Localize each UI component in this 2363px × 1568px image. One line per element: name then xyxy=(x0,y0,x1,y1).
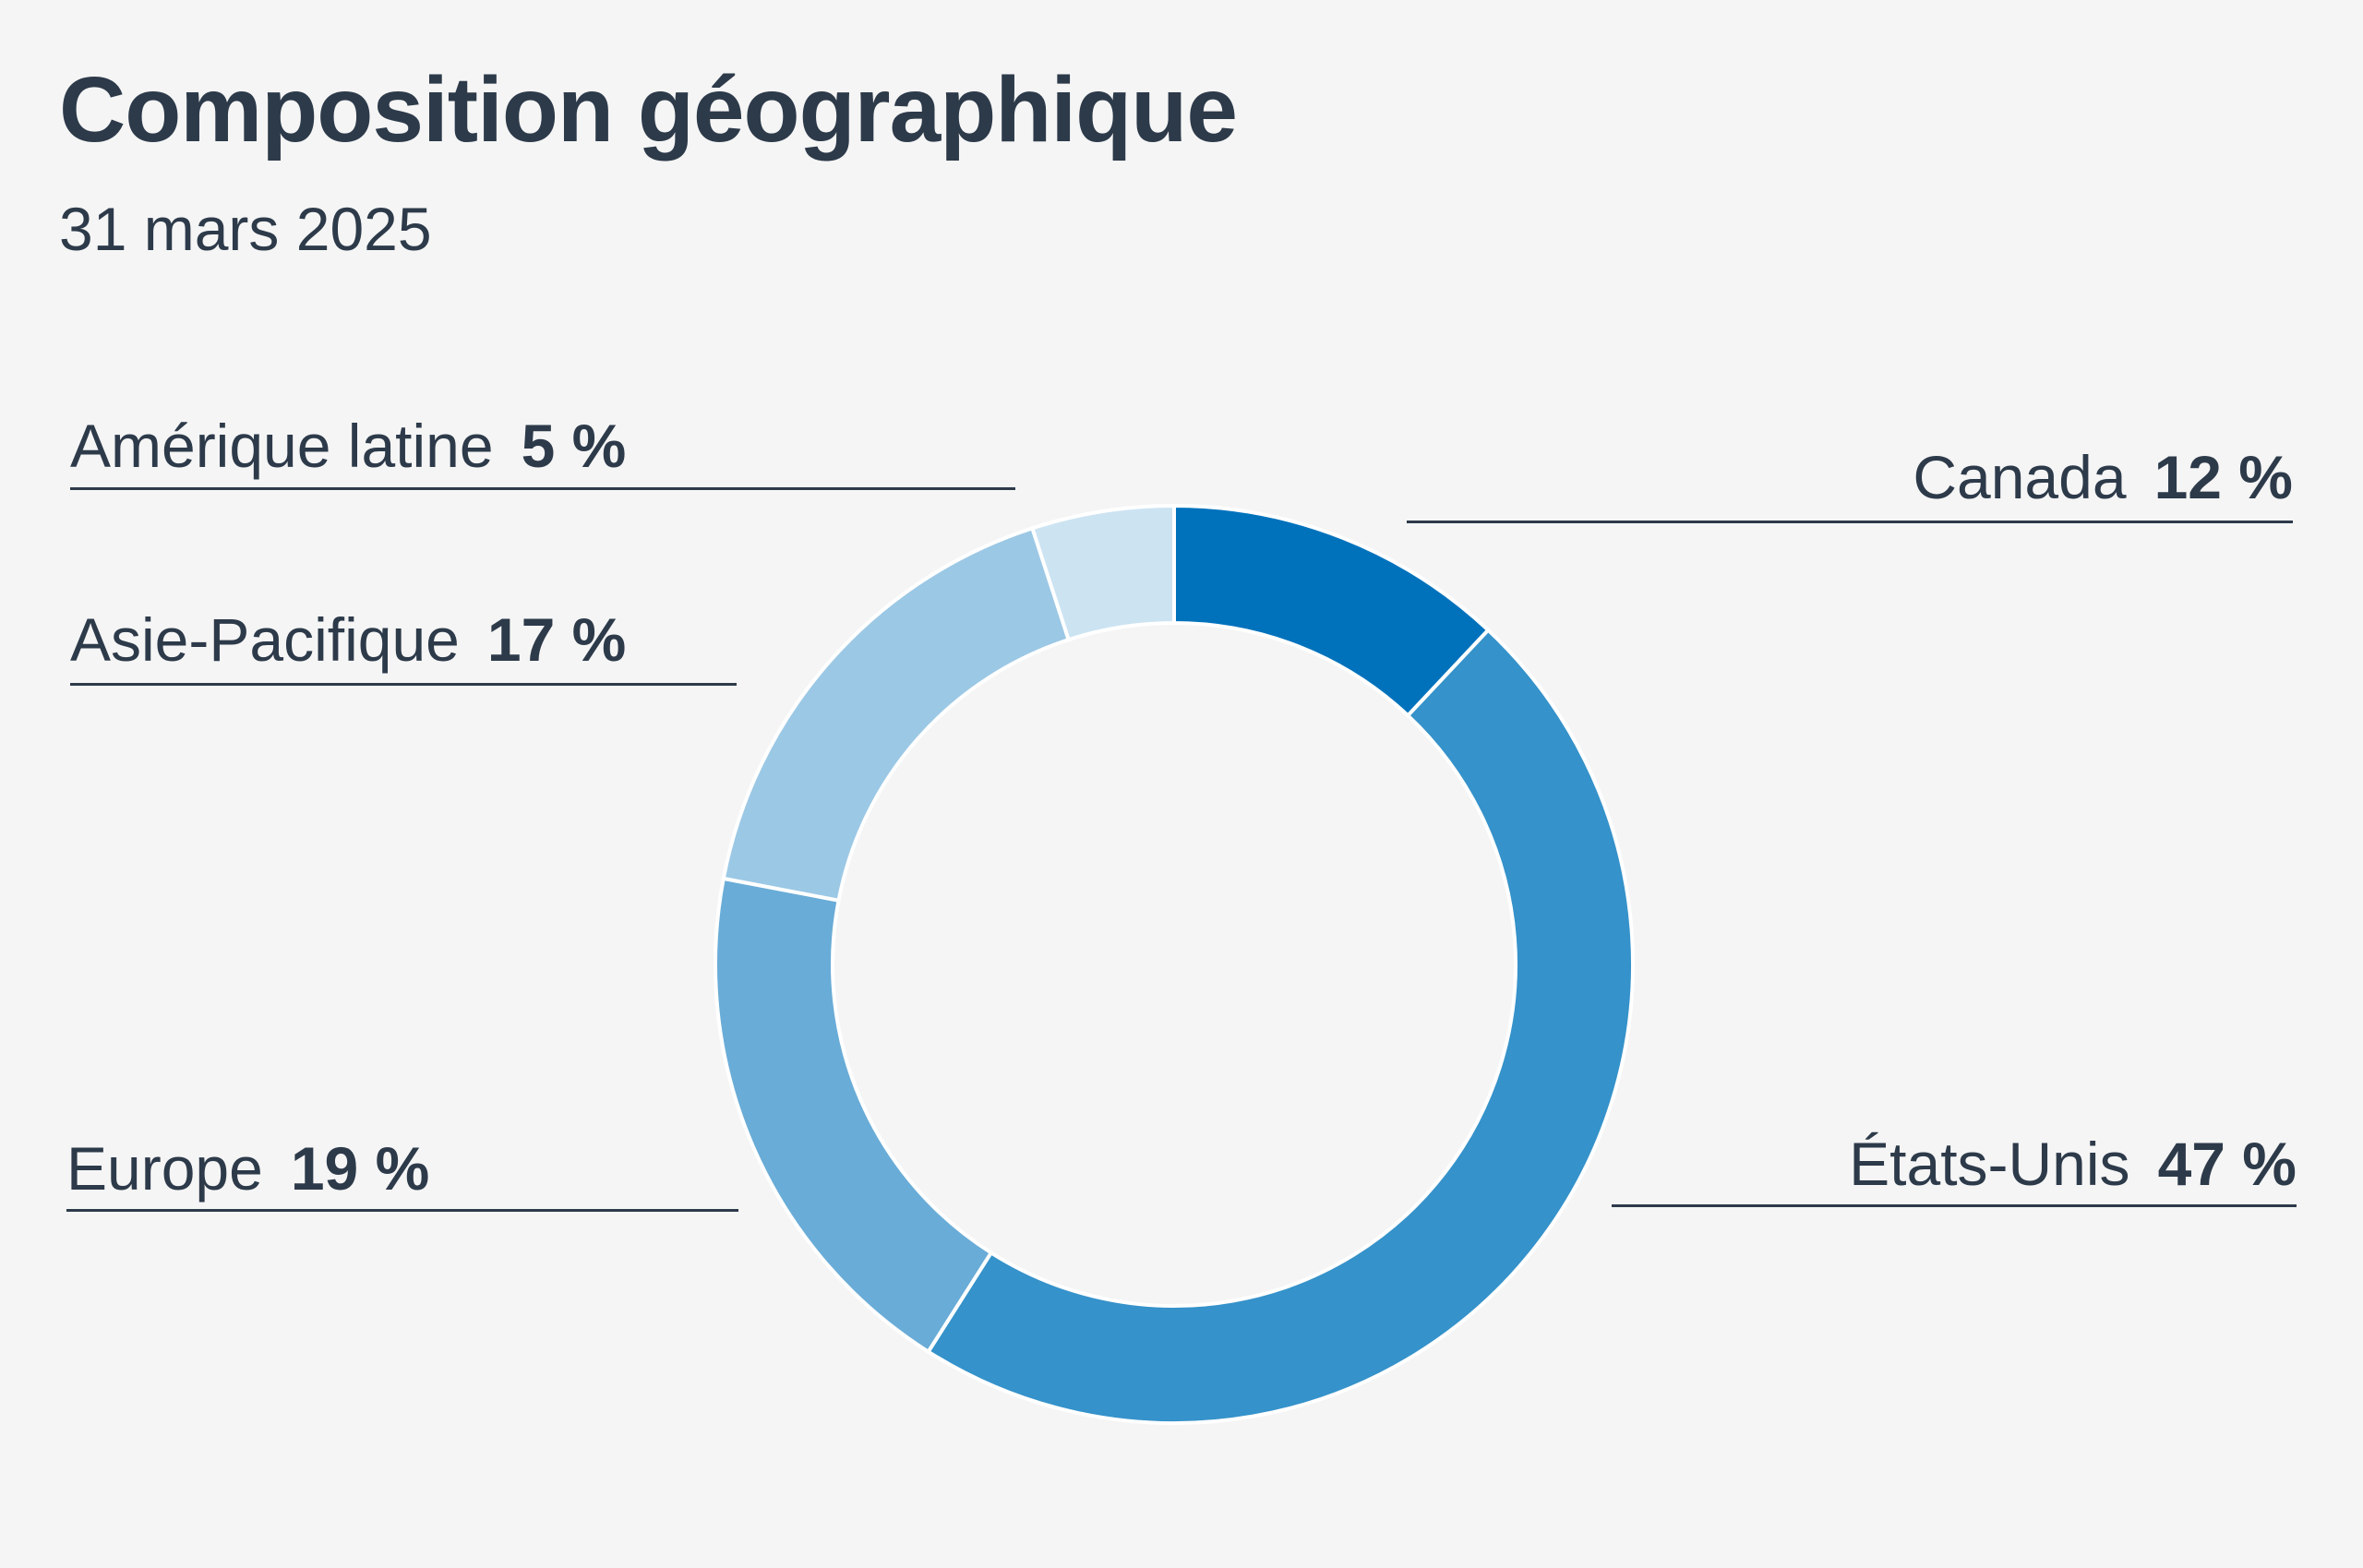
leader-line-amerique-latine xyxy=(70,487,1015,490)
chart-subtitle: 31 mars 2025 xyxy=(59,195,432,263)
chart-title: Composition géographique xyxy=(59,58,1238,162)
label-value: 5 % xyxy=(521,412,627,480)
label-name: Amérique latine xyxy=(70,412,494,480)
leader-line-asie-pacifique xyxy=(70,683,737,686)
label-name: Canada xyxy=(1913,443,2127,511)
leader-line-europe xyxy=(66,1209,738,1212)
donut-slice-1 xyxy=(925,627,1635,1425)
label-amerique-latine: Amérique latine 5 % xyxy=(70,415,626,476)
label-value: 12 % xyxy=(2153,443,2293,511)
label-europe: Europe 19 % xyxy=(66,1138,429,1199)
label-asie-pacifique: Asie-Pacifique 17 % xyxy=(70,609,626,670)
donut-slice-3 xyxy=(721,525,1072,904)
label-name: Europe xyxy=(66,1134,263,1203)
label-name: Asie-Pacifique xyxy=(70,605,460,674)
label-name: États-Unis xyxy=(1849,1130,2130,1198)
leader-line-canada xyxy=(1407,521,2293,523)
label-value: 19 % xyxy=(290,1134,430,1203)
label-canada: Canada 12 % xyxy=(1913,447,2293,508)
leader-line-etats-unis xyxy=(1612,1204,2297,1207)
label-etats-unis: États-Unis 47 % xyxy=(1849,1133,2297,1194)
label-value: 47 % xyxy=(2157,1130,2297,1198)
donut-slice-2 xyxy=(714,876,994,1355)
label-value: 17 % xyxy=(486,605,627,674)
donut-slice-4 xyxy=(1029,503,1176,642)
